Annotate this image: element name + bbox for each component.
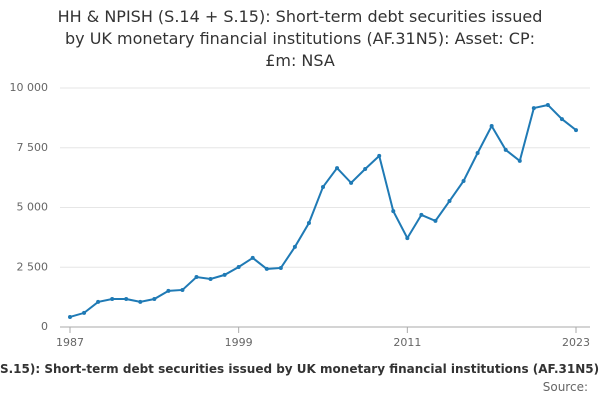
point: [503, 147, 508, 152]
point: [461, 178, 466, 183]
point: [138, 299, 143, 304]
point: [489, 124, 494, 129]
caption: HH & NPISH (S.14 + S.15): Short-term deb…: [0, 362, 600, 376]
y-tick-label: 5 000: [17, 201, 49, 214]
point: [447, 199, 452, 204]
point: [405, 236, 410, 241]
y-tick-label: 0: [41, 320, 48, 333]
point: [433, 218, 438, 223]
x-tick-label: 1987: [56, 336, 84, 349]
y-tick-label: 10 000: [10, 81, 49, 94]
point: [96, 299, 101, 304]
point: [222, 272, 227, 277]
x-tick-label: 2011: [393, 336, 421, 349]
y-tick-label: 7 500: [17, 141, 49, 154]
point: [278, 265, 283, 270]
point: [391, 209, 396, 214]
point: [363, 167, 368, 172]
y-tick-label: 2 500: [17, 260, 49, 273]
point: [236, 265, 241, 270]
point: [180, 287, 185, 292]
point: [166, 288, 171, 293]
point: [335, 166, 340, 171]
point: [82, 310, 87, 315]
point: [574, 128, 578, 133]
point: [517, 158, 522, 163]
point: [194, 275, 199, 280]
point: [264, 266, 269, 271]
point: [110, 297, 115, 302]
caption-text: HH & NPISH (S.14 + S.15): Short-term deb…: [0, 362, 600, 376]
point: [559, 117, 564, 122]
point: [545, 102, 550, 107]
x-tick-label: 2023: [562, 336, 590, 349]
point: [250, 255, 255, 260]
point: [419, 212, 424, 217]
point: [531, 106, 536, 111]
source: Source:: [542, 380, 588, 394]
point: [208, 276, 213, 281]
point: [68, 314, 72, 319]
point: [152, 297, 157, 302]
point: [349, 180, 354, 185]
point: [306, 221, 311, 226]
series-line: [69, 103, 577, 318]
point: [475, 151, 480, 156]
chart-title: HH & NPISH (S.14 + S.15): Short-term deb…: [57, 7, 543, 70]
point: [377, 153, 382, 158]
point: [124, 297, 129, 302]
point: [321, 184, 325, 189]
x-tick-label: 1999: [225, 336, 253, 349]
point: [292, 244, 297, 249]
